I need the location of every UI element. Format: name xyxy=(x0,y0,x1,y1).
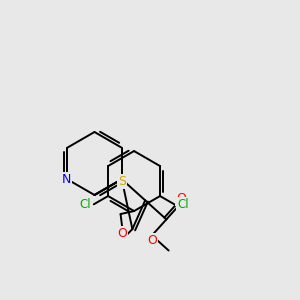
Text: O: O xyxy=(117,227,127,240)
Text: O: O xyxy=(176,192,186,205)
Text: N: N xyxy=(62,173,71,186)
Text: O: O xyxy=(147,234,157,247)
Text: S: S xyxy=(118,175,126,188)
Text: Cl: Cl xyxy=(177,198,188,211)
Text: Cl: Cl xyxy=(80,198,91,211)
